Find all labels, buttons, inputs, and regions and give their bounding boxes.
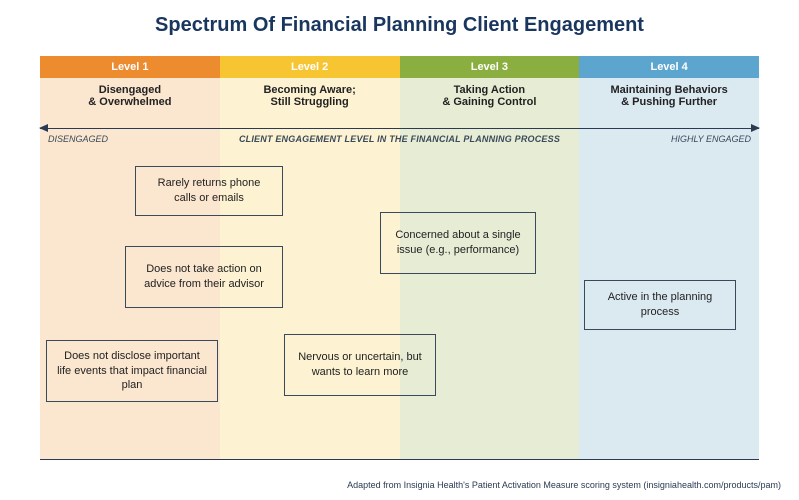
callout-box: Concerned about a single issue (e.g., pe… (380, 212, 536, 274)
level-2-header: Level 2 (220, 56, 400, 78)
level-4-column: Level 4 Maintaining Behaviors& Pushing F… (579, 56, 759, 459)
level-4-header: Level 4 (579, 56, 759, 78)
credit-text: Adapted from Insignia Health's Patient A… (347, 480, 781, 490)
page-title: Spectrum Of Financial Planning Client En… (0, 0, 799, 37)
level-1-subtitle: Disengaged& Overwhelmed (40, 84, 220, 108)
level-3-header: Level 3 (400, 56, 580, 78)
spectrum-diagram: Spectrum Of Financial Planning Client En… (0, 0, 799, 500)
callout-box: Does not take action on advice from thei… (125, 246, 283, 308)
level-2-subtitle: Becoming Aware;Still Struggling (220, 84, 400, 108)
level-1-header: Level 1 (40, 56, 220, 78)
axis-right-label: HIGHLY ENGAGED (671, 134, 751, 144)
callout-box: Active in the planning process (584, 280, 736, 330)
level-3-subtitle: Taking Action& Gaining Control (400, 84, 580, 108)
callout-box: Does not disclose important life events … (46, 340, 218, 402)
level-4-subtitle: Maintaining Behaviors& Pushing Further (579, 84, 759, 108)
callout-box: Nervous or uncertain, but wants to learn… (284, 334, 436, 396)
engagement-axis (40, 128, 759, 129)
callout-box: Rarely returns phone calls or emails (135, 166, 283, 216)
